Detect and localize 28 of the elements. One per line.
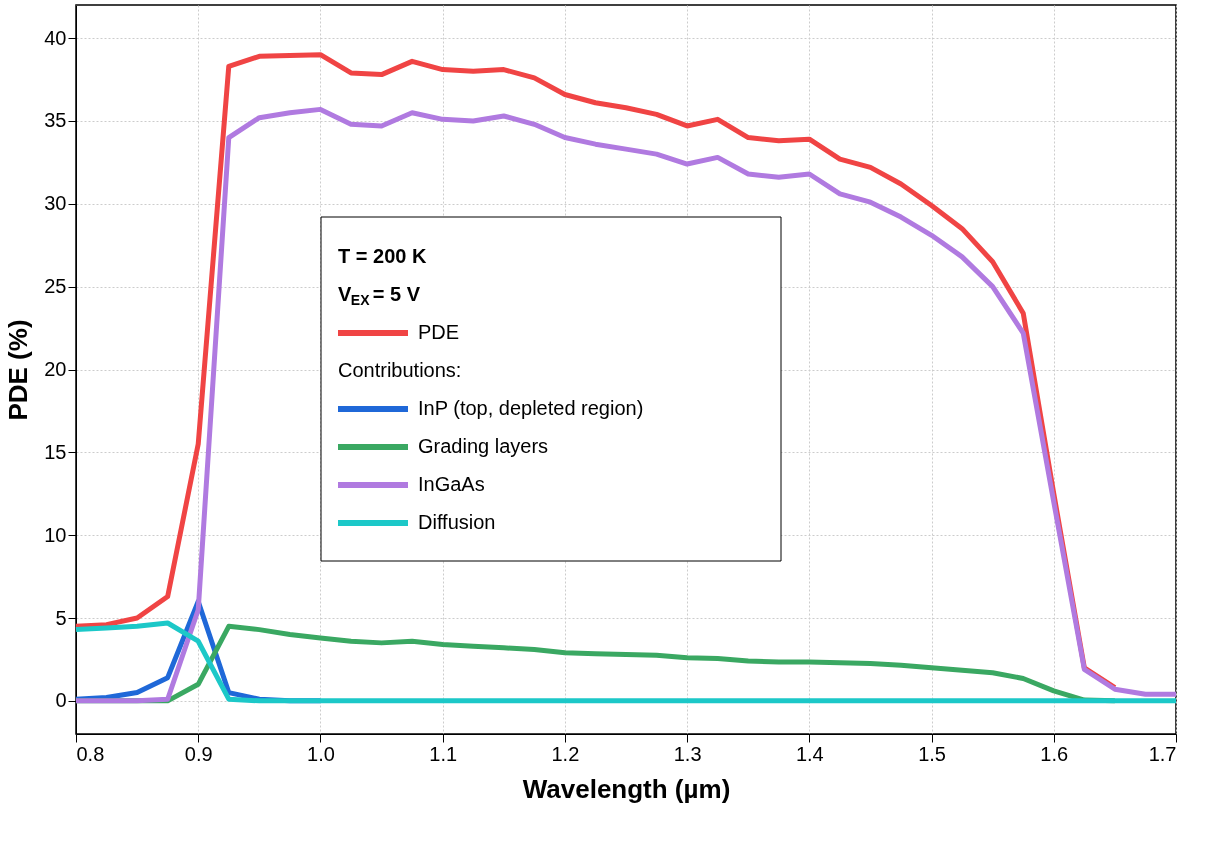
annotation: T = 200 K [338, 245, 427, 267]
x-tick-label: 1.0 [307, 742, 335, 765]
x-axis-title: Wavelength (µm) [522, 773, 731, 804]
x-tick-label: 1.7 [1148, 742, 1177, 765]
x-tick-label: 0.8 [76, 742, 105, 765]
annotation: Contributions: [338, 359, 462, 381]
legend-label: InGaAs [418, 473, 485, 495]
legend-label: InP (top, depleted region) [418, 397, 644, 419]
y-tick-label: 5 [55, 606, 67, 629]
y-tick-label: 40 [44, 26, 67, 49]
y-tick-label: 0 [55, 689, 67, 712]
legend-label: Grading layers [418, 435, 549, 457]
legend-label: Diffusion [418, 511, 496, 533]
x-tick-label: 1.2 [551, 742, 580, 765]
legend-label: PDE [418, 321, 460, 343]
x-tick-label: 0.9 [184, 742, 213, 765]
x-tick-label: 1.1 [429, 742, 458, 765]
x-tick-label: 1.4 [795, 742, 824, 765]
y-tick-label: 25 [44, 275, 67, 298]
x-tick-label: 1.6 [1040, 742, 1069, 765]
y-tick-label: 35 [44, 109, 67, 132]
x-tick-label: 1.5 [918, 742, 946, 765]
y-tick-label: 20 [44, 358, 67, 380]
y-axis-title: PDE (%) [3, 319, 34, 421]
y-tick-label: 15 [44, 440, 67, 463]
x-tick-label: 1.3 [673, 742, 702, 765]
y-tick-label: 30 [44, 192, 67, 215]
y-tick-label: 10 [44, 523, 67, 546]
